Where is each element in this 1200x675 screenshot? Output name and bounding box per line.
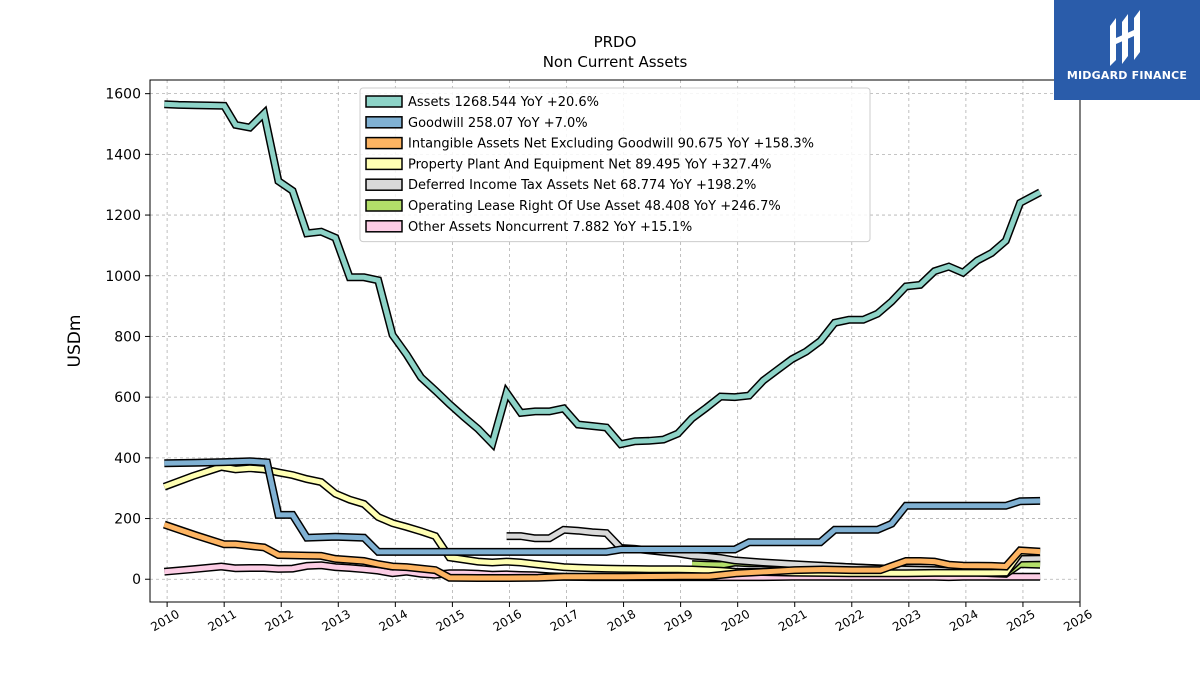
- y-tick-label: 400: [114, 451, 141, 467]
- y-tick-label: 1200: [105, 208, 141, 224]
- legend: Assets 1268.544 YoY +20.6% Goodwill 258.0…: [359, 87, 871, 243]
- y-tick-label: 1400: [105, 147, 141, 163]
- y-tick-label: 0: [132, 572, 141, 588]
- legend-swatch: [365, 116, 403, 129]
- y-tick-label: 200: [114, 512, 141, 528]
- legend-swatch: [365, 220, 403, 233]
- x-tick-label: 2010: [148, 607, 181, 634]
- y-tick-label: 600: [114, 390, 141, 406]
- series-line-fill: [164, 458, 1041, 555]
- series-line-fill: [163, 522, 1041, 581]
- series-layer: [162, 100, 1042, 582]
- x-tick-label: 2019: [662, 607, 695, 634]
- legend-swatch: [365, 157, 403, 171]
- y-tick-label: 800: [114, 329, 141, 345]
- legend-label: Goodwill 258.07 YoY +7.0%: [408, 116, 588, 131]
- x-tick-label: 2022: [833, 607, 866, 634]
- legend-label: Intangible Assets Net Excluding Goodwill…: [408, 137, 814, 152]
- plot-frame: [149, 79, 1081, 603]
- series-line-2: [163, 520, 1041, 582]
- x-tick-label: 2023: [890, 607, 923, 634]
- x-tick-label: 2018: [605, 607, 638, 634]
- chart-title: PRDO: [594, 33, 637, 51]
- x-tick-label: 2016: [491, 607, 524, 634]
- x-tick-label: 2021: [776, 607, 809, 634]
- chart-subtitle: Non Current Assets: [543, 53, 688, 71]
- legend-swatch: [365, 178, 403, 191]
- y-tick-label: 1000: [105, 269, 141, 285]
- x-tick-label: 2026: [1061, 607, 1094, 634]
- brand-logo: MIDGARD FINANCE: [1054, 0, 1200, 100]
- legend-swatch: [365, 199, 403, 212]
- legend-swatch: [365, 136, 403, 150]
- y-axis-label: USDm: [65, 315, 85, 368]
- x-tick-label: 2020: [719, 607, 752, 634]
- series-line-0: [164, 100, 1042, 452]
- x-tick-label: 2014: [377, 607, 410, 634]
- legend-label: Deferred Income Tax Assets Net 68.774 Yo…: [408, 178, 756, 193]
- legend-swatch: [365, 95, 403, 108]
- x-tick-label: 2024: [947, 607, 980, 634]
- x-tick-label: 2025: [1004, 607, 1037, 634]
- x-tick-label: 2015: [434, 607, 467, 634]
- legend-box: [359, 87, 871, 243]
- brand-name: MIDGARD FINANCE: [1066, 69, 1188, 82]
- x-tick-label: 2017: [548, 607, 581, 634]
- legend-label: Other Assets Noncurrent 7.882 YoY +15.1%: [408, 220, 692, 235]
- x-tick-label: 2013: [320, 607, 353, 634]
- legend-label: Operating Lease Right Of Use Asset 48.40…: [408, 199, 781, 214]
- series-line-fill: [164, 101, 1042, 449]
- legend-label: Assets 1268.544 YoY +20.6%: [408, 95, 599, 110]
- y-tick-label: 1600: [105, 87, 141, 103]
- x-tick-label: 2011: [205, 607, 238, 634]
- x-tick-label: 2012: [262, 607, 295, 634]
- legend-label: Property Plant And Equipment Net 89.495 …: [408, 157, 772, 172]
- series-line-1: [164, 457, 1041, 556]
- midgard-logo-icon: [1110, 10, 1140, 66]
